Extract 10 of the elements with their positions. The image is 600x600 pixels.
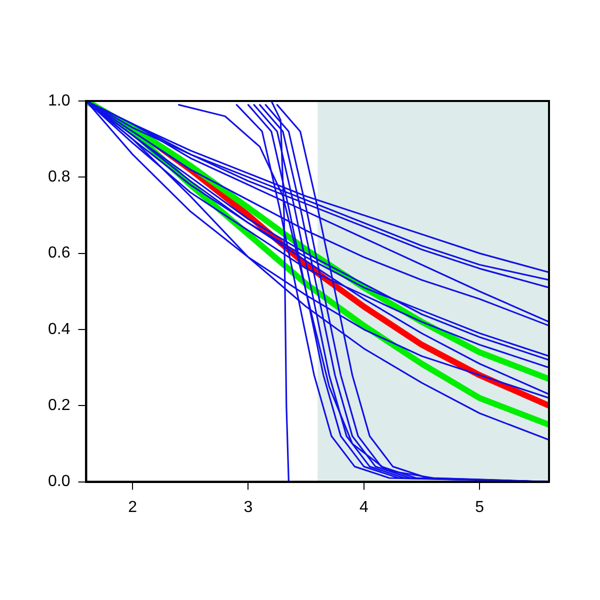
y-tick-label: 0.6: [48, 244, 70, 262]
x-tick-label: 4: [359, 498, 368, 516]
y-tick-label: 0.2: [48, 397, 70, 414]
y-tick-label: 0.8: [48, 168, 70, 186]
y-tick-label: 0.0: [48, 473, 70, 490]
y-tick-label: 0.4: [48, 320, 70, 338]
x-tick-label: 3: [244, 498, 253, 516]
x-tick-label: 2: [128, 498, 138, 516]
y-tick-label: 1.0: [48, 92, 70, 110]
x-tick-label: 5: [475, 498, 484, 516]
